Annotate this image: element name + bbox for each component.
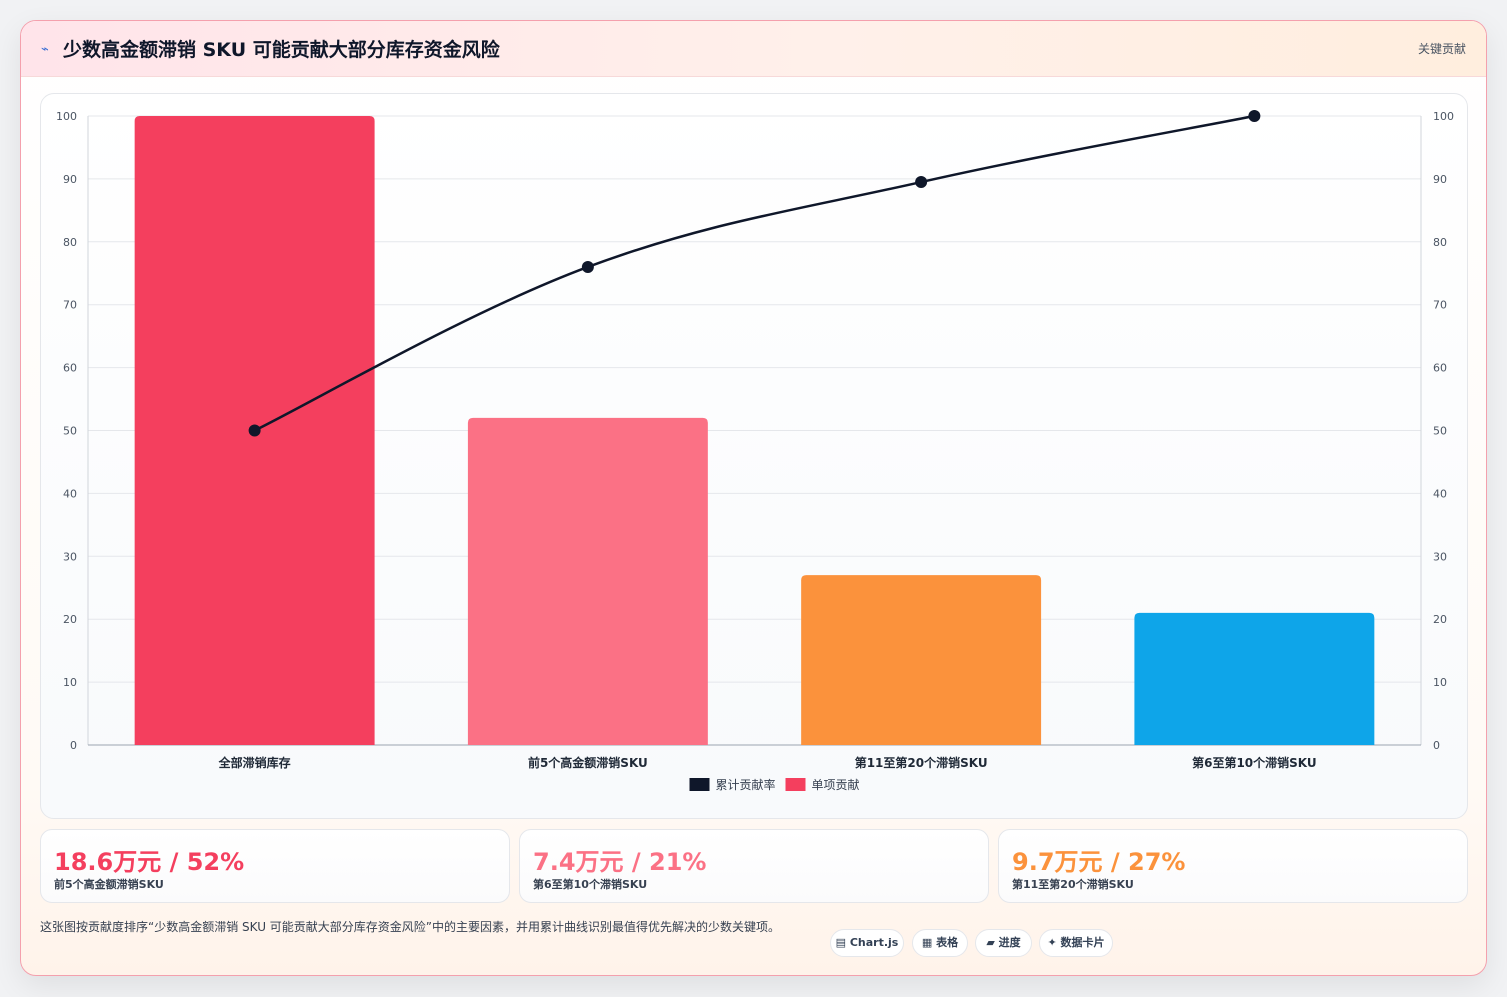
y2-tick-label: 60: [1433, 362, 1447, 375]
x-category-label: 前5个高金额滞销SKU: [528, 755, 648, 770]
y2-tick-label: 90: [1433, 173, 1447, 186]
x-category-label: 全部滞销库存: [218, 755, 291, 770]
header-tag: 关键贡献: [1417, 42, 1466, 56]
kpi-label: 第6至第10个滞销SKU: [533, 878, 648, 891]
kpi-value: 18.6万元 / 52%: [54, 848, 245, 876]
chart-trend-icon: ⌁: [41, 42, 49, 57]
cumulative-point: [248, 424, 261, 437]
y2-tick-label: 40: [1433, 487, 1447, 500]
kpi-value: 7.4万元 / 21%: [533, 848, 707, 876]
kpi-value: 9.7万元 / 27%: [1012, 848, 1186, 876]
chart-footnote: 这张图按贡献度排序“少数高金额滞销 SKU 可能贡献大部分库存资金风险”中的主要…: [40, 920, 781, 934]
cumulative-point: [581, 260, 594, 273]
y-tick-label: 80: [63, 236, 77, 249]
kpi-card-6-10: 7.4万元 / 21% 第6至第10个滞销SKU: [519, 829, 989, 903]
y-tick-label: 20: [63, 613, 77, 626]
card-header: ⌁ 少数高金额滞销 SKU 可能贡献大部分库存资金风险 关键贡献: [21, 21, 1486, 77]
chart-card: ⌁ 少数高金额滞销 SKU 可能贡献大部分库存资金风险 关键贡献 0 0 10 10 2…: [20, 20, 1487, 976]
y2-tick-label: 10: [1433, 676, 1447, 689]
kpi-card-11-20: 9.7万元 / 27% 第11至第20个滞销SKU: [998, 829, 1468, 903]
y2-tick-label: 20: [1433, 613, 1447, 626]
y-tick-label: 10: [63, 676, 77, 689]
chip-progress[interactable]: ▰ 进度: [975, 929, 1032, 957]
legend-swatch-line: [689, 778, 710, 791]
chip-data-card[interactable]: ✦ 数据卡片: [1039, 929, 1113, 957]
kpi-label: 前5个高金额滞销SKU: [54, 878, 164, 891]
y2-tick-label: 30: [1433, 550, 1447, 563]
y-tick-label: 0: [70, 739, 77, 752]
chip-table[interactable]: ▦ 表格: [912, 929, 968, 957]
x-category-label: 第6至第10个滞销SKU: [1192, 755, 1317, 770]
y-tick-label: 30: [63, 550, 77, 563]
chart-panel: 0 0 10 10 20 20 30 30 40 40 50 50 60 60 70 70 80 80 90 90 10…: [40, 93, 1468, 819]
bar: [1134, 612, 1375, 745]
cumulative-point: [1248, 110, 1261, 122]
y-tick-label: 60: [63, 362, 77, 375]
y2-tick-label: 50: [1433, 425, 1447, 438]
y2-tick-label: 70: [1433, 299, 1447, 312]
y-tick-label: 90: [63, 173, 77, 186]
legend-label-line: 累计贡献率: [716, 777, 776, 792]
y2-tick-label: 0: [1433, 739, 1440, 752]
chip-chartjs[interactable]: ▤ Chart.js: [830, 929, 904, 957]
kpi-card-top5: 18.6万元 / 52% 前5个高金额滞销SKU: [40, 829, 510, 903]
legend-swatch-bar: [785, 778, 806, 791]
legend-label-bar: 单项贡献: [812, 777, 860, 792]
card-title: 少数高金额滞销 SKU 可能贡献大部分库存资金风险: [63, 39, 500, 61]
x-category-label: 第11至第20个滞销SKU: [855, 755, 988, 770]
cumulative-point: [915, 176, 928, 189]
pareto-chart: 0 0 10 10 20 20 30 30 40 40 50 50 60 60 70 70 80 80 90 90 10…: [56, 110, 1454, 792]
y-tick-label: 50: [63, 425, 77, 438]
bar: [467, 417, 708, 745]
kpi-label: 第11至第20个滞销SKU: [1012, 878, 1134, 891]
y-tick-label: 70: [63, 299, 77, 312]
y-tick-label: 40: [63, 487, 77, 500]
y2-tick-label: 100: [1433, 110, 1454, 123]
y-tick-label: 100: [56, 110, 77, 123]
bar: [801, 575, 1042, 745]
y2-tick-label: 80: [1433, 236, 1447, 249]
cumulative-line: [254, 114, 1255, 432]
